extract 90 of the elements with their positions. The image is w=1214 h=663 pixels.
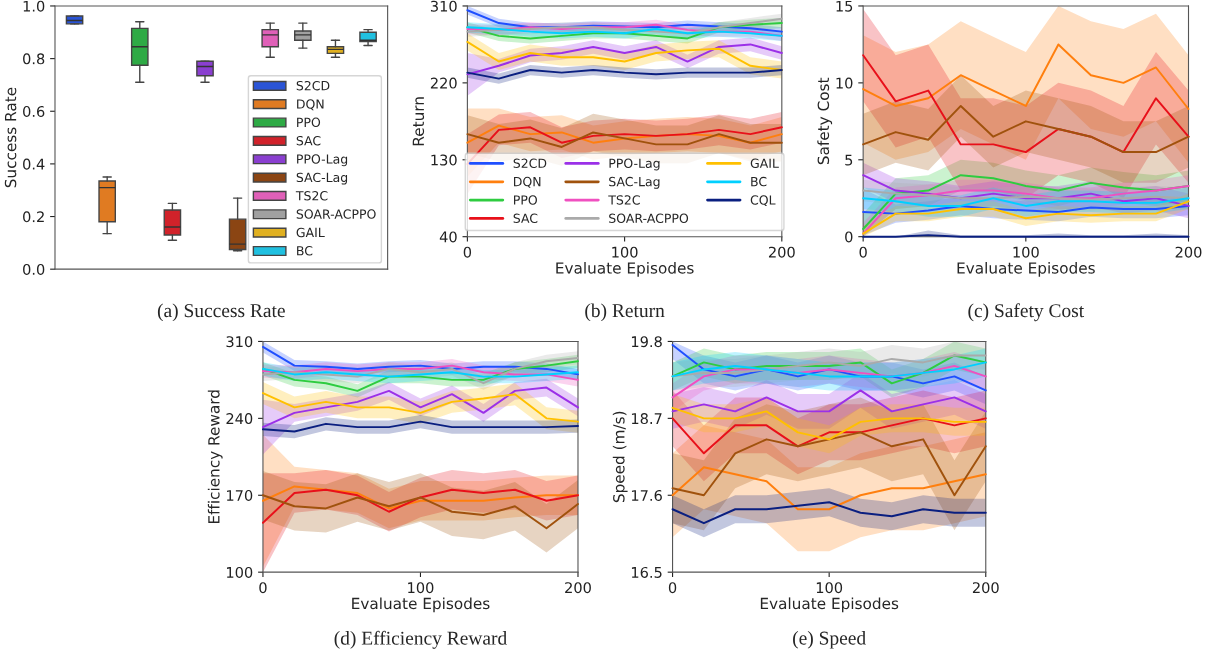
x-tick-label: 100	[1013, 246, 1039, 258]
legend-label: SOAR-ACPPO	[296, 209, 376, 219]
text: (e) Speed	[793, 630, 866, 649]
legend-label: BC	[751, 176, 767, 187]
y-tick-label: 16.5	[631, 566, 662, 578]
legend-label: SAC-Lag	[296, 172, 348, 185]
line-series	[671, 389, 987, 413]
legend-label: TS2C	[295, 191, 328, 201]
line-series	[862, 204, 1190, 215]
x-tick-label: 100	[408, 582, 434, 594]
y-tick-label: 40	[439, 231, 457, 243]
x-tick-label: 100	[612, 246, 638, 258]
y-tick-label: 0.0	[23, 263, 45, 275]
legend-label: SOAR-ACPPO	[609, 213, 689, 224]
line-series	[671, 354, 987, 385]
y-tick-label: 0.8	[23, 53, 45, 65]
line-series	[671, 431, 987, 497]
legend-label: PPO-Lag	[609, 158, 660, 171]
legend-label: DQN	[514, 176, 541, 188]
line-series	[862, 43, 1190, 110]
legend-label: SAC	[296, 135, 321, 146]
legend-label: GAIL	[750, 158, 779, 168]
legend-label: GAIL	[296, 227, 325, 238]
line-series	[671, 417, 987, 455]
legend-label: PPO	[514, 195, 537, 205]
y-tick-label: 130	[431, 154, 457, 166]
y-tick-label: 15	[836, 0, 853, 12]
y-tick-label: 100	[227, 566, 253, 578]
y-axis-title: Success Rate	[4, 87, 17, 188]
y-tick-label: 0.2	[23, 211, 44, 223]
y-tick-label: 18.7	[631, 413, 662, 425]
y-axis-title: Return	[412, 97, 425, 146]
x-axis-title: Evaluate Episodes	[352, 597, 490, 613]
legend-label: BC	[297, 246, 313, 256]
legend-label: PPO	[297, 117, 321, 128]
x-tick-label: 200	[972, 582, 999, 594]
legend-label: TS2C	[608, 195, 640, 205]
y-tick-label: 170	[227, 489, 253, 502]
line-series	[671, 361, 987, 378]
y-tick-label: 0	[845, 231, 853, 243]
legend-label: S2CD	[296, 80, 330, 91]
text: (c) Safety Cost	[968, 303, 1085, 322]
y-tick-label: 0.4	[23, 158, 45, 170]
legend-label: S2CD	[513, 158, 547, 168]
line-series	[671, 466, 987, 511]
y-tick-label: 5	[845, 154, 853, 166]
legend-label: DQN	[297, 99, 324, 111]
line-series	[466, 69, 783, 80]
y-tick-label: 0.6	[23, 105, 45, 117]
legend-label: CQL	[750, 195, 776, 207]
x-axis-title: Evaluate Episodes	[957, 261, 1095, 277]
line-series	[862, 189, 1190, 201]
x-tick-label: 100	[816, 582, 843, 594]
x-tick-label: 0	[463, 246, 472, 258]
line-series	[261, 392, 579, 423]
legend-label: SAC-Lag	[609, 176, 660, 189]
line-series	[671, 501, 987, 525]
y-tick-label: 240	[226, 413, 253, 425]
line-series	[862, 104, 1190, 154]
y-tick-label: 1.0	[23, 0, 45, 12]
line-series	[671, 406, 987, 441]
text: (d) Efficiency Reward	[334, 630, 507, 649]
y-tick-label: 17.6	[631, 489, 662, 502]
y-tick-label: 310	[430, 0, 457, 12]
text: (a) Success Rate	[157, 303, 285, 322]
line-series	[862, 197, 1190, 207]
legend-label: PPO-Lag	[297, 154, 348, 167]
y-axis-title: Speed (m/s)	[612, 411, 628, 503]
line-series	[261, 494, 579, 530]
y-tick-label: 19.8	[631, 336, 662, 348]
legend-label: SAC	[513, 213, 538, 224]
x-tick-label: 200	[1175, 246, 1202, 258]
line-series	[466, 131, 783, 148]
text: (b) Return	[585, 303, 665, 322]
y-tick-label: 10	[836, 77, 853, 89]
line-series	[261, 488, 579, 524]
x-axis-title: Evaluate Episodes	[760, 597, 899, 613]
y-axis-title: Efficiency Reward	[207, 390, 223, 524]
x-tick-label: 0	[668, 582, 677, 594]
y-tick-label: 220	[430, 77, 457, 89]
x-tick-label: 200	[768, 246, 795, 258]
line-series	[261, 420, 579, 433]
x-tick-label: 0	[259, 582, 267, 594]
x-axis-title: Evaluate Episodes	[556, 261, 694, 277]
x-tick-label: 0	[859, 246, 867, 258]
y-tick-label: 310	[226, 336, 253, 348]
x-tick-label: 200	[565, 582, 591, 594]
line-series	[466, 17, 783, 35]
y-axis-title: Safety Cost	[817, 77, 833, 165]
line-series	[261, 485, 579, 510]
